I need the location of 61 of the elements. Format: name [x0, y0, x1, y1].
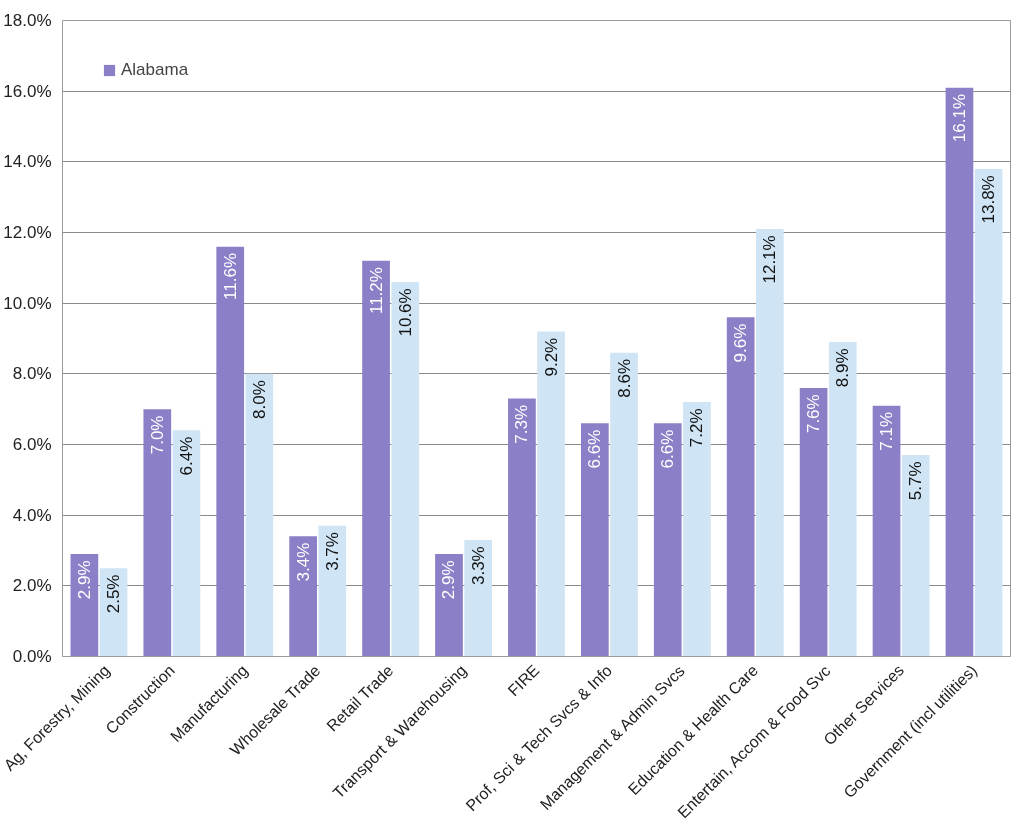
bar [683, 402, 711, 657]
data-label: 13.8% [979, 175, 999, 224]
bar [901, 455, 930, 657]
y-tick-label: 16.0% [3, 81, 52, 101]
bar [610, 352, 638, 657]
bar [391, 281, 420, 657]
data-label: 7.3% [512, 404, 532, 444]
data-label: 7.6% [804, 394, 824, 434]
y-tick-label: 0.0% [12, 647, 52, 666]
y-tick-label: 6.0% [12, 435, 52, 454]
y-tick-label: 10.0% [3, 293, 52, 313]
data-label: 11.6% [220, 252, 240, 300]
data-label: 7.0% [147, 415, 167, 455]
data-label: 7.1% [877, 411, 897, 451]
bar [245, 373, 274, 657]
data-label: 3.7% [322, 532, 342, 571]
bar [756, 228, 784, 657]
data-label: 16.1% [949, 93, 969, 143]
y-tick-label: 12.0% [3, 223, 52, 242]
data-label: 7.2% [687, 408, 707, 448]
y-tick-label: 4.0% [12, 505, 52, 525]
data-label: 5.7% [906, 461, 926, 501]
data-label: 2.9% [74, 560, 94, 600]
data-label: 12.1% [760, 235, 780, 284]
data-label: 8.9% [833, 348, 853, 388]
data-label: 10.6% [395, 288, 415, 337]
bar [945, 87, 974, 657]
bar [653, 423, 682, 657]
data-label: 6.6% [658, 429, 678, 469]
bar [318, 525, 347, 657]
y-tick-label: 18.0% [3, 11, 52, 30]
data-label: 11.2% [366, 267, 386, 315]
bar [435, 554, 463, 657]
bar [508, 398, 536, 657]
data-label: 9.2% [541, 337, 561, 377]
bar [580, 423, 609, 657]
bar [726, 317, 755, 657]
data-label: 8.0% [249, 380, 269, 419]
data-label: 3.3% [468, 546, 488, 586]
bar [799, 387, 828, 657]
bar [828, 342, 857, 657]
bar [172, 430, 201, 657]
y-tick-label: 14.0% [3, 152, 52, 172]
data-label: 2.9% [439, 560, 459, 600]
legend-label: Alabama [121, 60, 189, 80]
data-label: 2.5% [104, 574, 124, 614]
bar [464, 539, 493, 657]
bar [362, 260, 390, 657]
bar [143, 409, 172, 657]
data-label: 9.6% [731, 323, 751, 363]
y-tick-label: 8.0% [12, 364, 52, 384]
data-label: 3.4% [293, 542, 313, 582]
bar [872, 405, 901, 657]
data-label: 6.6% [585, 429, 605, 469]
bar [974, 168, 1003, 657]
data-label: 6.4% [176, 436, 196, 476]
data-label: 8.6% [614, 358, 634, 398]
bar [216, 246, 245, 657]
bar [289, 536, 317, 657]
y-tick-label: 2.0% [12, 576, 52, 596]
bar [537, 331, 565, 657]
